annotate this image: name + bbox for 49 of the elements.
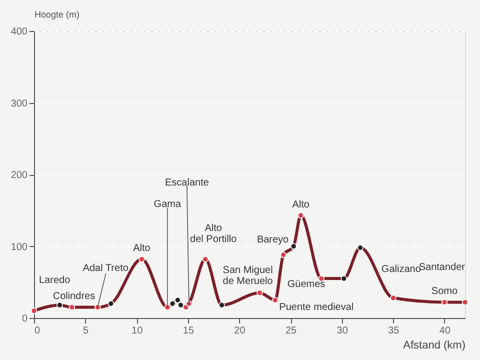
point xyxy=(272,296,278,304)
point xyxy=(280,252,287,258)
annotation: Adal Treto xyxy=(82,263,129,274)
y-tick-label: 300 xyxy=(10,98,28,110)
point xyxy=(290,243,297,250)
annotation: Somo xyxy=(431,286,458,298)
x-tick-label: 0 xyxy=(34,326,40,336)
annotation: Puente medieval xyxy=(279,302,354,314)
y-tick-label: 400 xyxy=(10,26,28,38)
point xyxy=(340,275,348,282)
x-tick-label: 10 xyxy=(132,326,144,336)
x-tick-label: 25 xyxy=(285,326,298,336)
point xyxy=(178,302,184,308)
point xyxy=(462,299,468,306)
point xyxy=(256,290,263,296)
annotation: Alto del Portillo xyxy=(190,223,238,246)
annotation: Güemes xyxy=(287,278,326,290)
point xyxy=(108,300,114,307)
annotation: Escalante xyxy=(164,178,210,189)
x-tick-label: 15 xyxy=(182,326,194,336)
point xyxy=(298,212,304,219)
y-tick-label: 200 xyxy=(10,170,28,181)
x-tick-label: 40 xyxy=(439,326,451,336)
point xyxy=(357,244,364,251)
point xyxy=(30,308,38,314)
annotation: Gama xyxy=(154,199,182,210)
point xyxy=(68,304,76,310)
x-tick-label: 30 xyxy=(336,326,348,336)
point xyxy=(390,294,396,302)
point xyxy=(56,302,63,308)
y-axis-title: Hoogte (m) xyxy=(34,10,80,20)
annotation: San Miguel de Meruelo xyxy=(222,265,274,288)
x-axis-title: Afstand (km) xyxy=(403,340,466,352)
y-tick-label: 0 xyxy=(22,314,28,324)
annotation: Alto xyxy=(292,199,310,210)
point xyxy=(202,256,209,262)
x-tick-label: 5 xyxy=(83,326,90,336)
point xyxy=(174,296,181,304)
point xyxy=(218,302,225,308)
y-tick-label: 100 xyxy=(10,242,28,253)
x-tick-label: 35 xyxy=(388,326,400,336)
annotation: Colindres xyxy=(52,291,96,302)
point xyxy=(169,300,176,307)
annotation: Laredo xyxy=(39,274,71,286)
point xyxy=(138,256,145,262)
annotation: Alto xyxy=(133,243,151,254)
x-tick-label: 20 xyxy=(234,326,246,336)
annotation: Bareyo xyxy=(256,234,290,246)
point xyxy=(441,299,448,306)
